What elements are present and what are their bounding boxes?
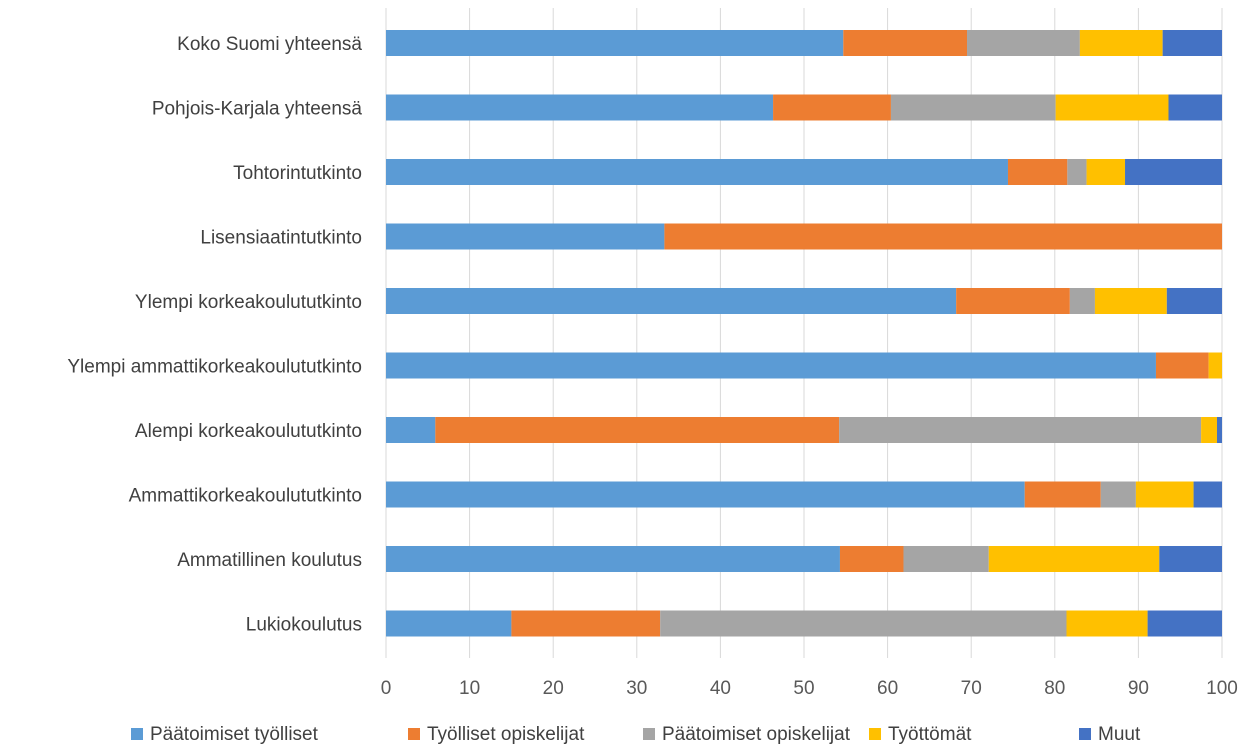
bar-segment-tyolliset-opiskelijat <box>839 546 904 572</box>
bar-segment-tyolliset-opiskelijat <box>1024 481 1101 508</box>
bar-segment-paatoimiset-opiskelijat <box>903 546 989 572</box>
legend-item-tyottomat: Työttömät <box>869 724 972 745</box>
legend-swatch <box>131 728 143 740</box>
bar-segment-paatoimiset-tyolliset <box>386 30 844 56</box>
bar-segment-tyottomat <box>1086 159 1126 185</box>
legend-item-paatoimiset-tyolliset: Päätoimiset työlliset <box>131 724 319 745</box>
legend-swatch <box>643 728 655 740</box>
bar-segment-paatoimiset-tyolliset <box>386 159 1008 185</box>
category-label: Ammatillinen koulutus <box>177 550 362 571</box>
x-tick-label: 50 <box>793 678 814 699</box>
x-tick-label: 30 <box>626 678 647 699</box>
bar-segment-paatoimiset-tyolliset <box>386 417 436 443</box>
bar-segment-tyolliset-opiskelijat <box>1155 352 1209 379</box>
bar-segment-paatoimiset-tyolliset <box>386 223 665 250</box>
category-label: Lisensiaatintutkinto <box>200 228 362 249</box>
category-label: Ammattikorkeakoulututkinto <box>129 486 362 507</box>
x-tick-label: 60 <box>877 678 898 699</box>
bar-segment-paatoimiset-opiskelijat <box>1069 288 1095 314</box>
bar-segment-muut <box>1125 159 1222 185</box>
bar-segment-paatoimiset-tyolliset <box>386 288 957 314</box>
legend-item-paatoimiset-opiskelijat: Päätoimiset opiskelijat <box>643 724 851 745</box>
bar-segment-tyolliset-opiskelijat <box>956 288 1070 314</box>
bar-segment-tyottomat <box>988 546 1160 572</box>
bar-segment-paatoimiset-tyolliset <box>386 94 774 121</box>
legend: Päätoimiset työlliset Työlliset opiskelij… <box>131 724 1141 745</box>
category-label: Ylempi korkeakoulututkinto <box>135 292 362 313</box>
bar-segment-paatoimiset-opiskelijat <box>660 610 1067 637</box>
bar-segment-paatoimiset-opiskelijat <box>1100 481 1136 508</box>
bar-segment-tyolliset-opiskelijat <box>511 610 661 637</box>
category-labels: Koko Suomi yhteensä Pohjois-Karjala yhtee… <box>67 34 362 636</box>
category-label: Koko Suomi yhteensä <box>177 34 362 55</box>
x-axis-tick-labels: 0 10 20 30 40 50 60 70 80 90 100 <box>381 678 1238 699</box>
x-tick-label: 40 <box>710 678 731 699</box>
x-tick-label: 90 <box>1128 678 1149 699</box>
bar-segment-tyottomat <box>1066 610 1148 637</box>
bar-segment-tyolliset-opiskelijat <box>1007 159 1068 185</box>
legend-label: Työttömät <box>888 724 972 745</box>
x-tick-label: 20 <box>543 678 564 699</box>
bar-segment-paatoimiset-tyolliset <box>386 610 512 637</box>
bar-segment-tyolliset-opiskelijat <box>664 223 1222 250</box>
x-tick-label: 0 <box>381 678 392 699</box>
bar-segment-tyolliset-opiskelijat <box>435 417 840 443</box>
category-label: Tohtorintutkinto <box>233 163 362 184</box>
bars <box>386 30 1222 637</box>
legend-label: Työlliset opiskelijat <box>427 724 585 745</box>
bar-segment-tyottomat <box>1201 417 1217 443</box>
legend-swatch <box>869 728 881 740</box>
legend-label: Päätoimiset opiskelijat <box>662 724 851 745</box>
legend-swatch <box>408 728 420 740</box>
bar-segment-paatoimiset-tyolliset <box>386 546 840 572</box>
bar-segment-paatoimiset-tyolliset <box>386 352 1156 379</box>
bar-segment-muut <box>1166 288 1222 314</box>
bar-segment-paatoimiset-opiskelijat <box>839 417 1202 443</box>
legend-label: Muut <box>1098 724 1141 745</box>
bar-segment-tyottomat <box>1079 30 1163 56</box>
legend-label: Päätoimiset työlliset <box>150 724 319 745</box>
category-label: Lukiokoulutus <box>246 615 362 636</box>
legend-item-tyolliset-opiskelijat: Työlliset opiskelijat <box>408 724 585 745</box>
category-label: Alempi korkeakoulututkinto <box>135 421 362 442</box>
x-tick-label: 80 <box>1044 678 1065 699</box>
x-tick-label: 100 <box>1206 678 1238 699</box>
bar-segment-tyottomat <box>1094 288 1167 314</box>
category-label: Ylempi ammattikorkeakoulututkinto <box>67 357 362 378</box>
bar-segment-paatoimiset-opiskelijat <box>967 30 1080 56</box>
bar-segment-tyolliset-opiskelijat <box>773 94 891 121</box>
bar-segment-muut <box>1216 417 1222 443</box>
bar-segment-muut <box>1168 94 1222 121</box>
bar-segment-tyolliset-opiskelijat <box>843 30 968 56</box>
bar-segment-tyottomat <box>1208 352 1222 379</box>
bar-segment-paatoimiset-tyolliset <box>386 481 1025 508</box>
bar-segment-muut <box>1193 481 1222 508</box>
bar-segment-tyottomat <box>1055 94 1169 121</box>
bar-segment-tyottomat <box>1135 481 1194 508</box>
category-label: Pohjois-Karjala yhteensä <box>152 99 363 120</box>
bar-segment-paatoimiset-opiskelijat <box>890 94 1056 121</box>
x-tick-label: 70 <box>961 678 982 699</box>
bar-segment-muut <box>1147 610 1222 637</box>
legend-swatch <box>1079 728 1091 740</box>
bar-segment-paatoimiset-opiskelijat <box>1067 159 1087 185</box>
legend-item-muut: Muut <box>1079 724 1141 745</box>
x-tick-label: 10 <box>459 678 480 699</box>
bar-segment-muut <box>1159 546 1222 572</box>
bar-segment-muut <box>1162 30 1222 56</box>
